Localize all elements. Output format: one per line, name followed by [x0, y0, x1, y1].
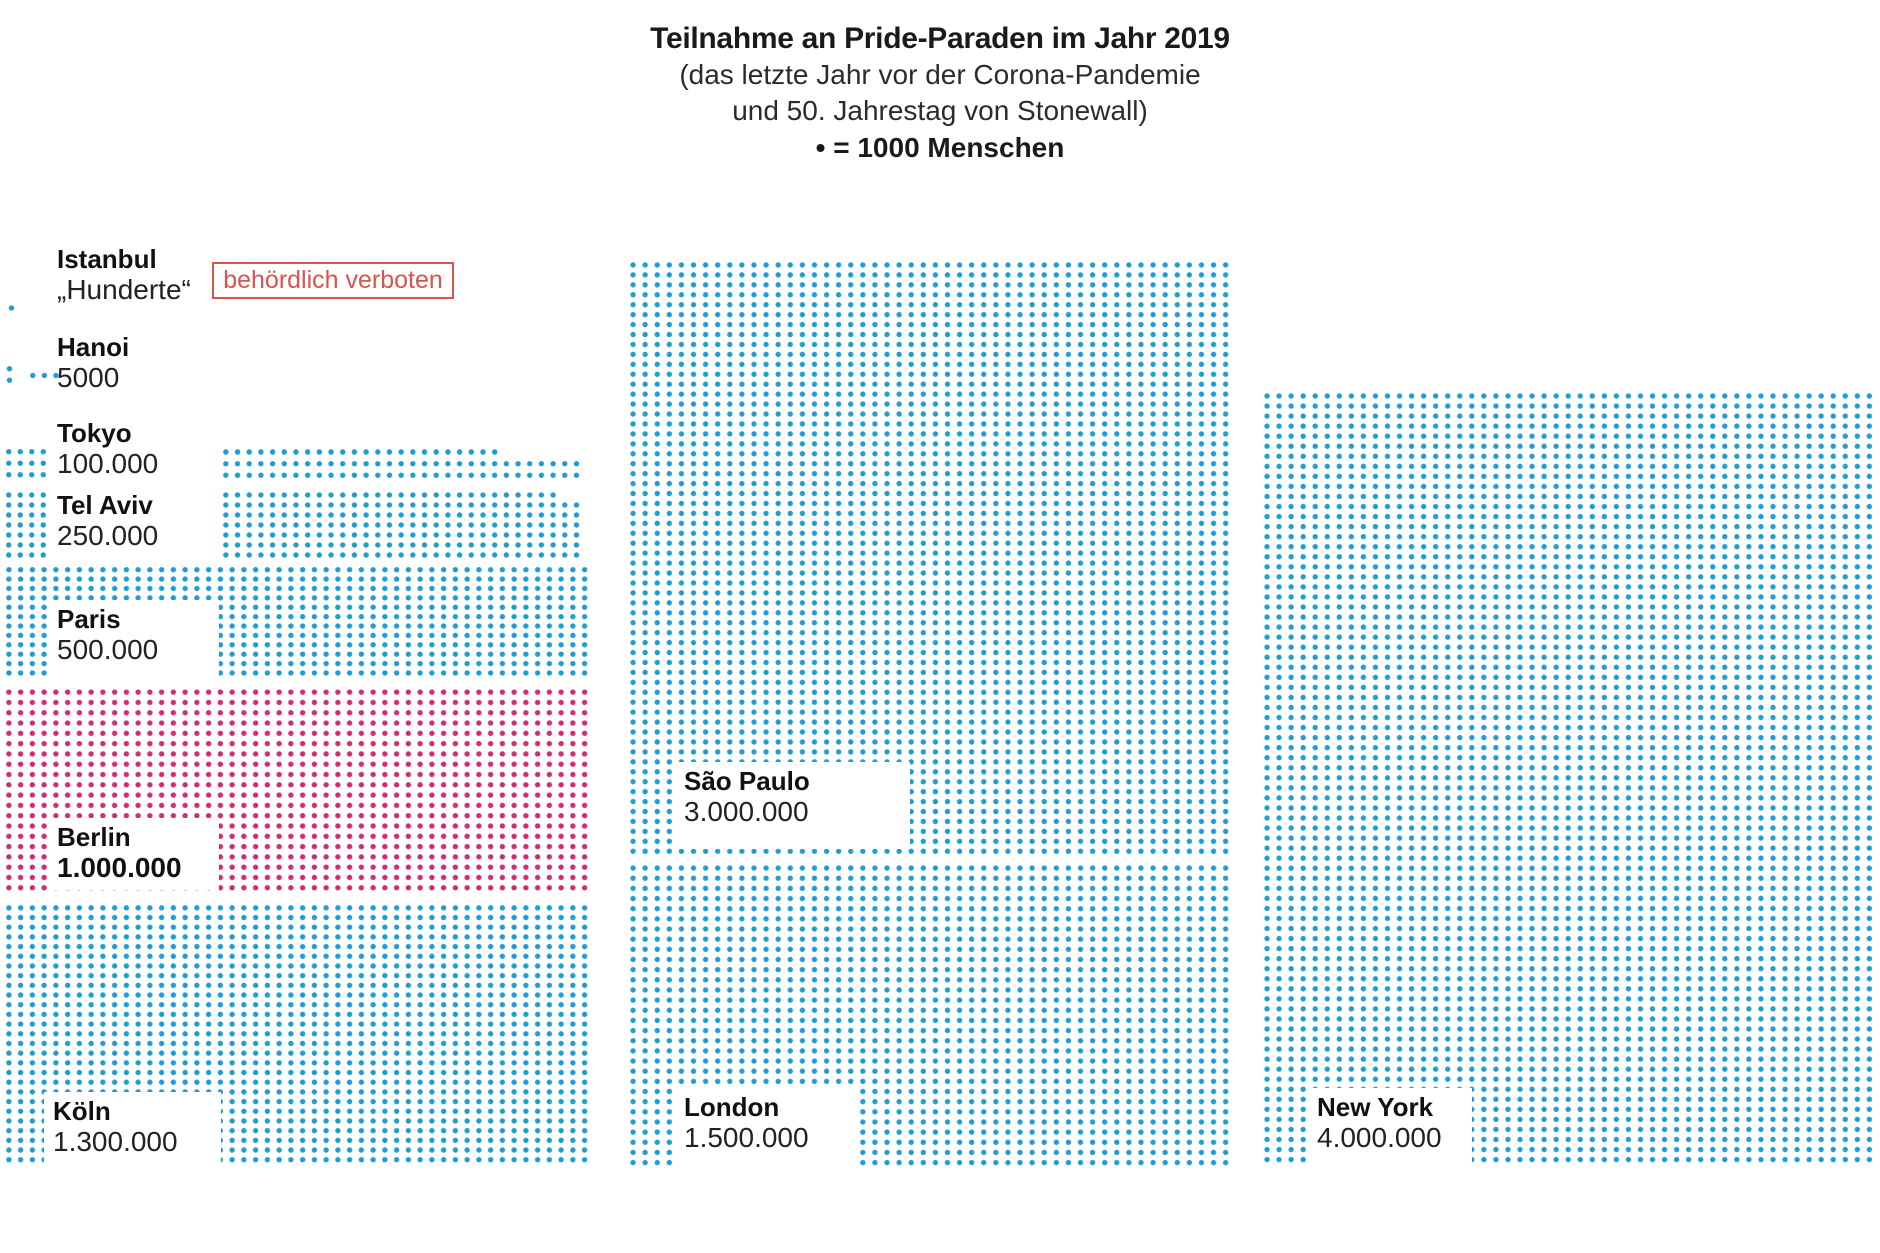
city-name: Tokyo: [57, 418, 132, 448]
chart-title: Teilnahme an Pride-Paraden im Jahr 2019: [650, 22, 1230, 55]
tokyo-dots: [220, 457, 583, 481]
city-value: 4.000.000: [1317, 1122, 1442, 1153]
tel-aviv-dots: [220, 500, 583, 560]
chart-legend: • = 1000 Menschen: [815, 132, 1065, 163]
chart-subtitle-1: (das letzte Jahr vor der Corona-Pandemie: [679, 59, 1201, 90]
city-value: 250.000: [57, 520, 159, 551]
city-label-new-york: New York 4.000.000: [1308, 1088, 1472, 1167]
city-label-hanoi: Hanoi 5000: [48, 328, 129, 393]
city-value: 3.000.000: [684, 796, 809, 827]
city-label-koeln: Köln 1.300.000: [44, 1092, 221, 1167]
city-label-tokyo: Tokyo 100.000: [48, 414, 158, 479]
chart-subtitle-2: und 50. Jahrestag von Stonewall): [732, 95, 1148, 126]
city-value: 500.000: [57, 634, 159, 665]
city-name: Istanbul: [57, 244, 157, 274]
city-name: Paris: [57, 604, 121, 634]
city-name: London: [684, 1092, 780, 1122]
tel-aviv-dots: [220, 490, 560, 500]
tel-aviv-dots: [3, 490, 50, 560]
hanoi-dots: [3, 363, 15, 387]
city-name: Köln: [53, 1096, 111, 1126]
city-value: 1.000.000: [57, 852, 182, 883]
sao-paulo-dots: [626, 260, 1232, 858]
tokyo-dots: [3, 446, 50, 481]
istanbul-note: behördlich verboten: [212, 262, 454, 299]
city-name: Tel Aviv: [57, 490, 153, 520]
chart-header: Teilnahme an Pride-Paraden im Jahr 2019 …: [0, 20, 1880, 167]
city-value: 1.300.000: [53, 1126, 178, 1157]
city-label-sao-paulo: São Paulo 3.000.000: [675, 762, 910, 849]
city-label-tel-aviv: Tel Aviv 250.000: [48, 486, 158, 551]
city-name: New York: [1317, 1092, 1434, 1122]
city-name: São Paulo: [684, 766, 810, 796]
city-name: Berlin: [57, 822, 131, 852]
city-value: 1.500.000: [684, 1122, 809, 1153]
city-value: 5000: [57, 362, 120, 393]
city-label-london: London 1.500.000: [675, 1088, 858, 1167]
hanoi-dots: [27, 369, 62, 381]
new-york-dots: [1260, 390, 1876, 1165]
city-name: Hanoi: [57, 332, 130, 362]
city-value: 100.000: [57, 448, 159, 479]
city-label-istanbul: Istanbul „Hunderte“: [48, 240, 191, 305]
tokyo-dots: [220, 446, 501, 458]
city-value: „Hunderte“: [57, 274, 191, 305]
city-label-paris: Paris 500.000: [48, 600, 219, 676]
istanbul-dots: [5, 303, 17, 313]
city-label-berlin: Berlin 1.000.000: [48, 818, 219, 890]
